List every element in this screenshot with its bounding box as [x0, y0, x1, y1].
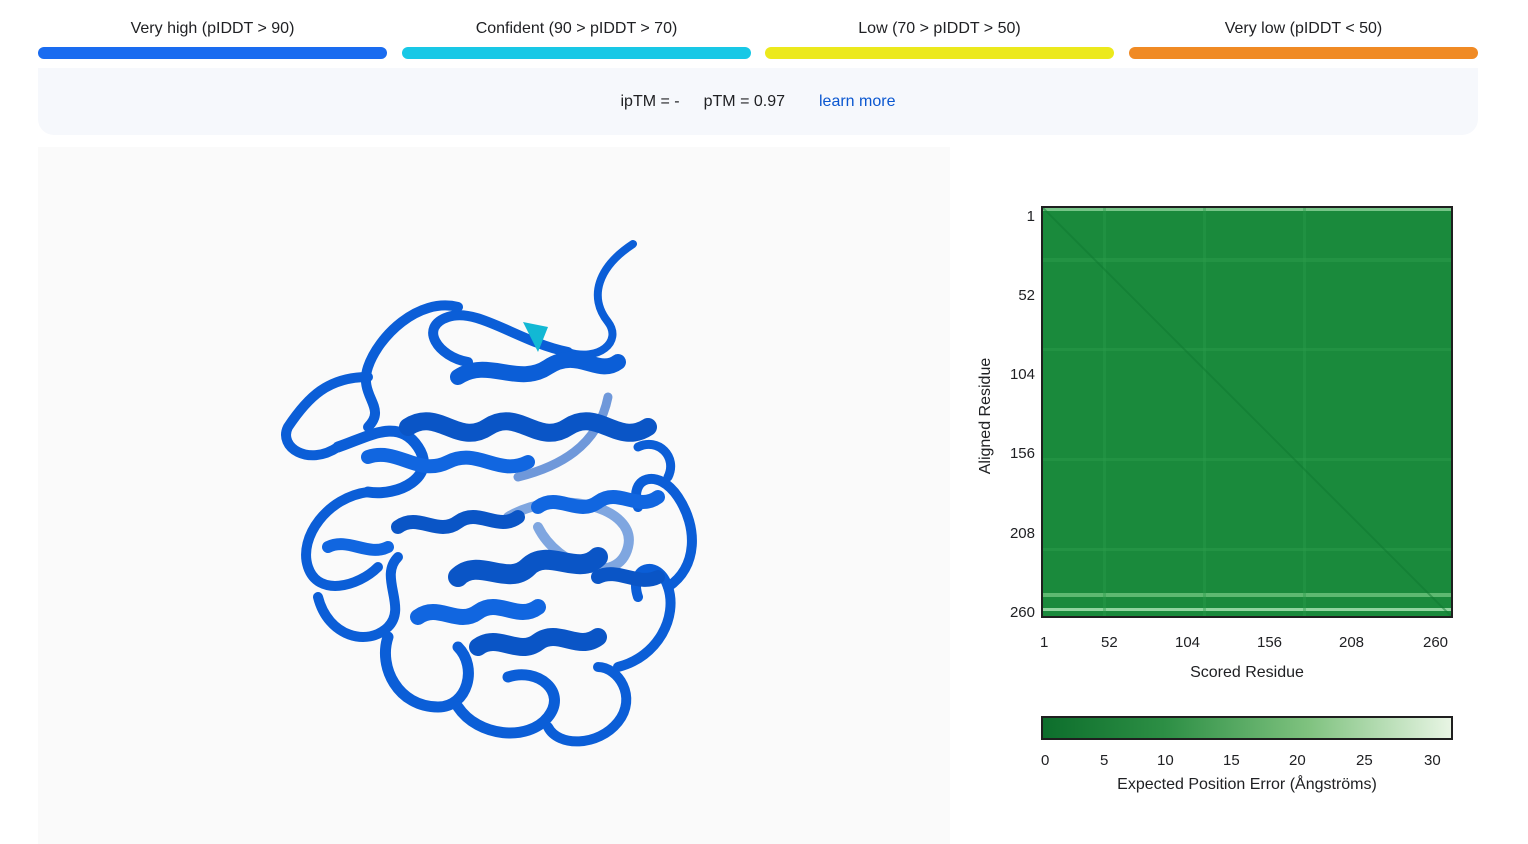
colorbar-tick: 20: [1289, 752, 1306, 769]
legend-confident: Confident (90 > pIDDT > 70): [402, 18, 751, 59]
colorbar-tick: 10: [1157, 752, 1174, 769]
legend-label: Very low (pIDDT < 50): [1224, 20, 1383, 37]
iptm-value: ipTM = -: [620, 92, 680, 110]
colorbar-tick: 25: [1356, 752, 1373, 769]
pae-y-tick: 208: [1009, 525, 1035, 542]
pae-colorbar: [1041, 716, 1453, 740]
pae-x-tick: 104: [1175, 634, 1201, 651]
legend-swatch: [765, 47, 1114, 59]
pae-y-tick: 104: [1009, 366, 1035, 383]
legend-very-low: Very low (pIDDT < 50): [1129, 18, 1478, 59]
pae-heatmap[interactable]: [1041, 206, 1453, 618]
legend-label: Low (70 > pIDDT > 50): [858, 20, 1021, 37]
protein-structure[interactable]: [38, 147, 950, 844]
legend-swatch: [38, 47, 387, 59]
pae-x-tick: 1: [1040, 634, 1049, 651]
pae-y-tick: 260: [1009, 604, 1035, 621]
pae-y-tick: 52: [1018, 287, 1035, 304]
pae-y-tick: 156: [1009, 445, 1035, 462]
plddt-legend: Very high (pIDDT > 90) Confident (90 > p…: [38, 18, 1478, 62]
legend-swatch: [1129, 47, 1478, 59]
ptm-value: pTM = 0.97: [703, 92, 785, 110]
pae-matrix: [1043, 208, 1451, 616]
colorbar-tick: 15: [1223, 752, 1240, 769]
pae-y-tick: 1: [1026, 208, 1035, 225]
legend-low: Low (70 > pIDDT > 50): [765, 18, 1114, 59]
colorbar-tick: 5: [1100, 752, 1109, 769]
colorbar-title: Expected Position Error (Ångströms): [1117, 776, 1377, 793]
pae-y-axis-title: Aligned Residue: [977, 357, 994, 475]
confidence-metrics: ipTM = - pTM = 0.97 learn more: [38, 68, 1478, 135]
pae-x-tick: 52: [1101, 634, 1118, 651]
legend-very-high: Very high (pIDDT > 90): [38, 18, 387, 59]
legend-label: Confident (90 > pIDDT > 70): [475, 20, 678, 37]
colorbar-tick: 0: [1041, 752, 1050, 769]
pae-x-axis-title: Scored Residue: [1190, 664, 1304, 681]
pae-x-tick: 156: [1257, 634, 1283, 651]
colorbar-tick: 30: [1424, 752, 1441, 769]
structure-viewer[interactable]: [38, 147, 950, 844]
legend-label: Very high (pIDDT > 90): [130, 20, 295, 37]
learn-more-link[interactable]: learn more: [819, 92, 896, 110]
pae-x-tick: 260: [1423, 634, 1449, 651]
legend-swatch: [402, 47, 751, 59]
pae-x-tick: 208: [1339, 634, 1365, 651]
